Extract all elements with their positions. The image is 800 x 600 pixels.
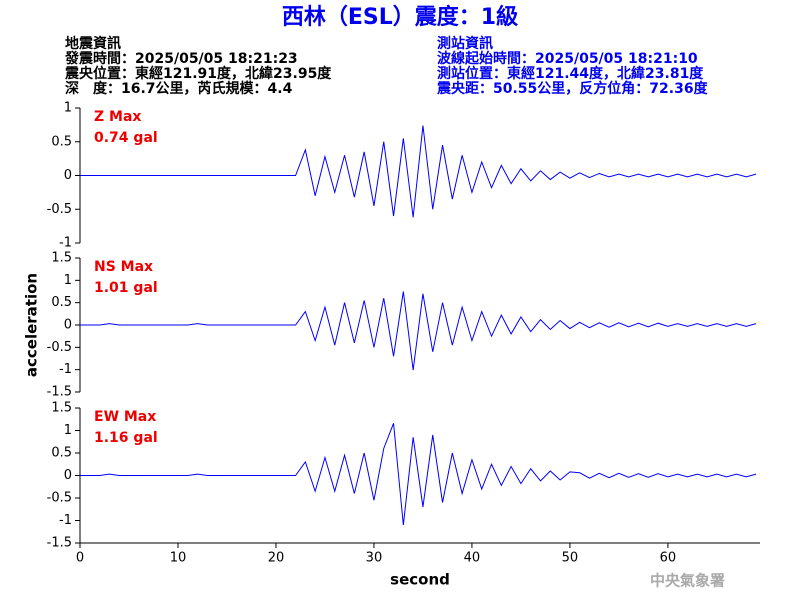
y-tick-label: 0 <box>64 168 72 183</box>
y-tick-label: 1 <box>64 101 72 116</box>
waveform <box>80 291 757 371</box>
y-tick-label: -1 <box>59 362 72 377</box>
y-tick-label: 0.5 <box>51 446 72 461</box>
y-tick-label: -0.5 <box>47 202 72 217</box>
y-axis-label: acceleration <box>23 273 41 377</box>
y-tick-label: 1.5 <box>51 251 72 266</box>
panel-subtitle: 1.16 gal <box>94 430 158 446</box>
panel-title: EW Max <box>94 409 156 425</box>
y-tick-label: 1.5 <box>51 401 72 416</box>
y-tick-label: 0.5 <box>51 295 72 310</box>
watermark: 中央氣象署 <box>650 572 725 590</box>
x-axis-label: second <box>390 571 450 589</box>
x-tick-label: 50 <box>562 551 579 566</box>
panel-title: NS Max <box>94 259 153 275</box>
y-tick-label: 1 <box>64 273 72 288</box>
y-tick-label: -0.5 <box>47 491 72 506</box>
waveform <box>80 125 757 218</box>
title: 西林（ESL）震度：1級 <box>282 4 518 30</box>
y-tick-label: 1 <box>64 423 72 438</box>
y-tick-label: -0.5 <box>47 340 72 355</box>
y-tick-label: -1.5 <box>47 536 72 551</box>
y-tick-label: 0 <box>64 468 72 483</box>
x-tick-label: 60 <box>660 551 677 566</box>
info-left: 深 度：16.7公里，芮氏規模：4.4 <box>65 80 293 97</box>
panel-title: Z Max <box>94 109 141 125</box>
waveform <box>80 423 757 526</box>
x-tick-label: 10 <box>170 551 187 566</box>
y-tick-label: -1 <box>59 236 72 251</box>
info-left: 地震資訊 <box>65 35 121 52</box>
info-left: 發震時間：2025/05/05 18:21:23 <box>64 50 298 67</box>
info-right: 測站位置：東經121.44度，北緯23.81度 <box>437 65 704 82</box>
panel-subtitle: 0.74 gal <box>94 130 158 146</box>
panel-subtitle: 1.01 gal <box>94 280 158 296</box>
info-right: 震央距：50.55公里，反方位角：72.36度 <box>436 80 709 97</box>
info-right: 波線起始時間：2025/05/05 18:21:10 <box>437 50 698 67</box>
x-tick-label: 40 <box>464 551 481 566</box>
x-tick-label: 20 <box>268 551 285 566</box>
x-tick-label: 30 <box>366 551 383 566</box>
y-tick-label: -1 <box>59 513 72 528</box>
y-tick-label: 0 <box>64 318 72 333</box>
info-left: 震央位置：東經121.91度，北緯23.95度 <box>64 65 332 82</box>
y-tick-label: 0.5 <box>51 134 72 149</box>
x-tick-label: 0 <box>76 551 84 566</box>
info-right: 測站資訊 <box>437 35 493 52</box>
y-tick-label: -1.5 <box>47 385 72 400</box>
